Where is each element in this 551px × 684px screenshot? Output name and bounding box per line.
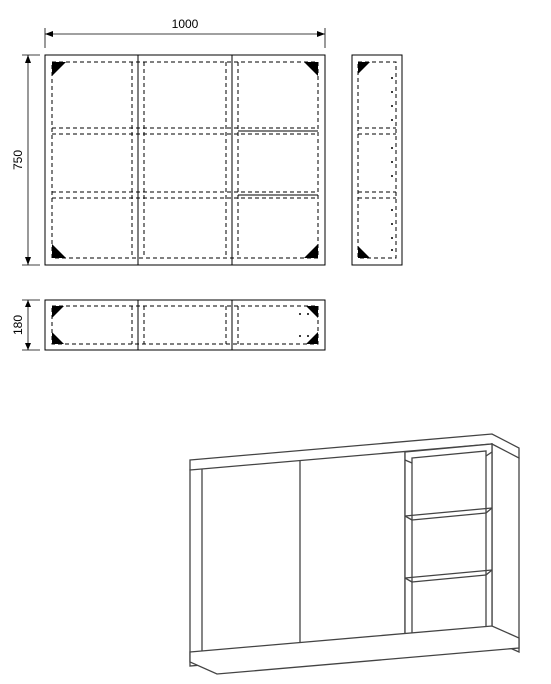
dim-height-value: 750 — [11, 150, 25, 170]
bracket-br — [304, 244, 318, 258]
bracket-tr — [304, 62, 318, 76]
side-elevation — [352, 55, 402, 265]
dimension-depth: 180 — [11, 300, 40, 350]
bracket-bl — [52, 244, 66, 258]
dim-width-value: 1000 — [172, 17, 199, 31]
plan-view: 180 — [11, 300, 325, 350]
technical-drawing: 1000 750 — [0, 0, 551, 684]
dimension-height: 750 — [11, 55, 40, 265]
bracket-tl — [52, 62, 66, 76]
front-elevation: 1000 750 — [11, 17, 325, 265]
dim-depth-value: 180 — [11, 315, 25, 335]
isometric-view — [190, 434, 519, 674]
dimension-width: 1000 — [45, 17, 325, 48]
